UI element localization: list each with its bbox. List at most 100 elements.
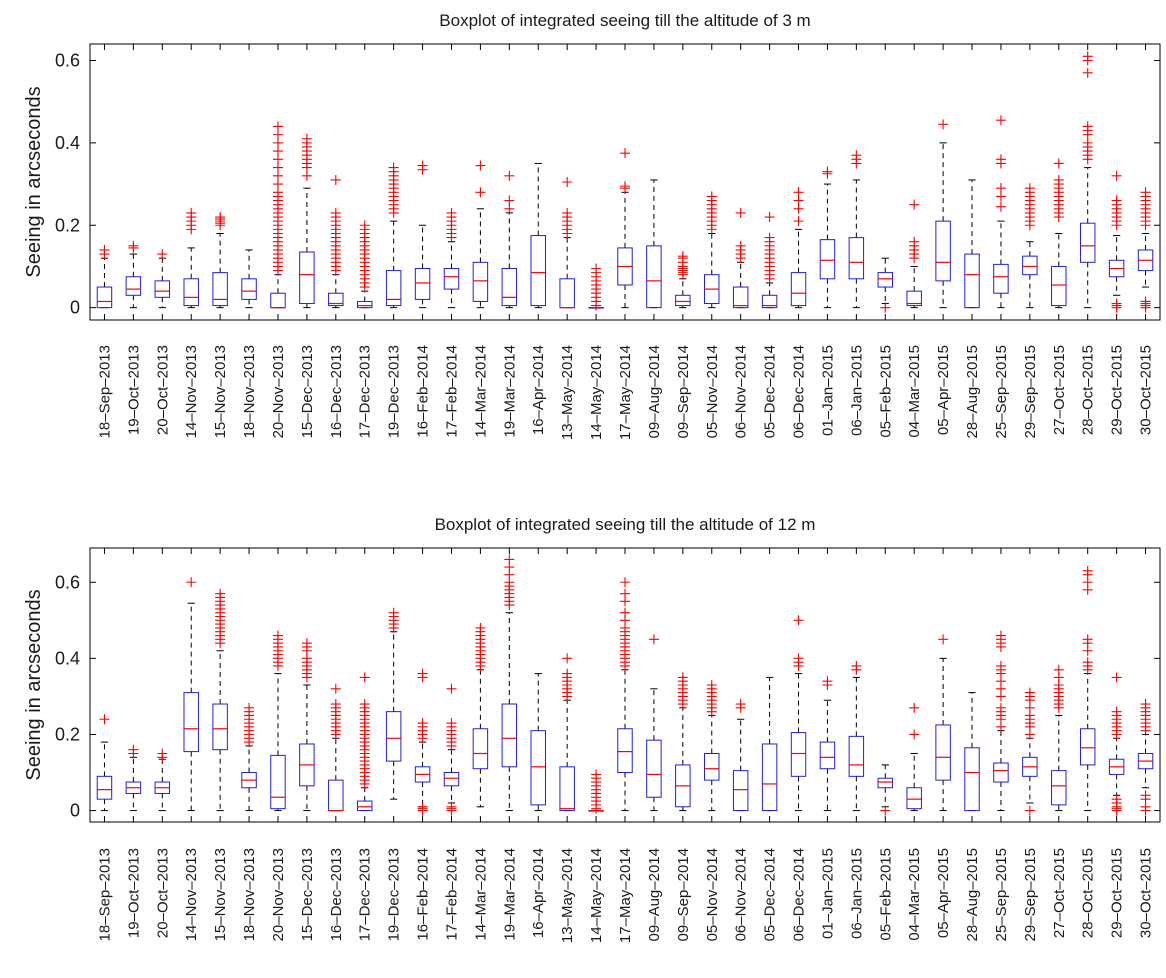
- outlier-marker: [446, 207, 457, 218]
- box-iqr: [443, 268, 460, 290]
- outlier-marker: [1024, 687, 1035, 698]
- box-iqr: [1051, 770, 1067, 806]
- box-iqr: [704, 753, 720, 781]
- outlier-marker: [1140, 187, 1151, 198]
- box-iqr: [964, 747, 980, 812]
- outlier-marker: [128, 240, 139, 251]
- outlier-marker: [562, 668, 573, 679]
- x-tick-label: 18–Sep–2013: [96, 345, 113, 438]
- outlier-marker: [620, 607, 630, 618]
- x-tick-label: 06–Jan–2015: [848, 345, 865, 436]
- x-tick-label: 29–Oct–2015: [1109, 345, 1126, 435]
- x-tick-label: 14–Mar–2014: [472, 848, 489, 941]
- x-tick-label: 09–Sep–2014: [675, 345, 692, 438]
- x-tick-label: 06–Jan–2015: [848, 848, 865, 939]
- box-14: [472, 160, 489, 309]
- x-tick-label: 05–Dec–2014: [762, 345, 779, 438]
- outlier-marker: [1111, 794, 1122, 805]
- x-tick-label: 14–Nov–2013: [183, 345, 200, 438]
- box-9: [328, 683, 344, 812]
- outlier-marker: [995, 660, 1006, 671]
- outlier-marker: [1111, 195, 1122, 206]
- box-iqr: [761, 294, 778, 309]
- box-33: [1022, 687, 1038, 816]
- outlier-marker: [909, 236, 920, 247]
- box-26: [819, 166, 836, 309]
- box-34: [1051, 664, 1067, 812]
- box-iqr: [935, 220, 951, 282]
- box-18: [588, 769, 604, 814]
- outlier-marker: [330, 699, 341, 710]
- box-iqr: [154, 280, 171, 298]
- box-31: [964, 179, 980, 309]
- box-iqr: [819, 239, 836, 280]
- outlier-marker: [475, 160, 486, 171]
- box-20: [646, 634, 662, 812]
- box-27: [848, 150, 865, 309]
- outlier-marker: [995, 183, 1006, 194]
- x-tick-label: 28–Oct–2015: [1080, 345, 1097, 435]
- x-tick-label: 16–Feb–2014: [415, 848, 432, 941]
- outlier-marker: [851, 660, 862, 671]
- box-37: [1137, 699, 1154, 816]
- outlier-marker: [764, 232, 775, 243]
- box-5: [212, 212, 228, 309]
- outlier-marker: [620, 588, 630, 599]
- box-iqr: [675, 294, 691, 307]
- outlier-marker: [1140, 296, 1151, 307]
- box-34: [1051, 158, 1067, 309]
- x-tick-label: 19–Oct–2013: [125, 345, 142, 435]
- box-36: [1108, 170, 1125, 313]
- outlier-marker: [822, 166, 833, 177]
- box-iqr: [385, 270, 402, 307]
- box-iqr: [1022, 255, 1038, 276]
- box-25: [790, 615, 807, 812]
- box-23: [732, 207, 749, 309]
- box-iqr: [848, 237, 865, 280]
- box-30: [935, 634, 951, 812]
- outlier-marker: [186, 207, 197, 218]
- box-30: [935, 119, 951, 309]
- box-iqr: [761, 743, 778, 812]
- box-28: [877, 257, 893, 313]
- box-2: [125, 744, 142, 812]
- box-10: [357, 672, 373, 812]
- x-tick-label: 01–Jan–2015: [819, 848, 836, 939]
- outlier-marker: [359, 699, 370, 710]
- x-tick-label: 17–Feb–2014: [443, 848, 460, 941]
- x-tick-label: 14–May–2014: [588, 345, 605, 440]
- x-tick-label: 28–Aug–2015: [964, 345, 981, 438]
- outlier-marker: [446, 801, 457, 812]
- box-iqr: [530, 730, 546, 806]
- x-tick-label: 16–Apr–2014: [530, 345, 547, 435]
- box-11: [385, 607, 402, 800]
- x-tick-label: 30–Oct–2015: [1138, 345, 1155, 435]
- x-tick-label: 20–Oct–2013: [154, 345, 171, 435]
- box-1: [96, 244, 113, 309]
- box-1: [96, 714, 113, 812]
- chart-panel-2: Boxplot of integrated seeing till the al…: [23, 515, 1161, 943]
- box-32: [993, 630, 1009, 812]
- outlier-marker: [215, 588, 226, 599]
- box-21: [675, 672, 691, 812]
- outlier-marker: [301, 133, 312, 144]
- box-iqr: [993, 762, 1009, 783]
- outlier-marker: [995, 201, 1006, 212]
- box-iqr: [183, 278, 199, 307]
- outlier-marker: [1140, 790, 1151, 801]
- y-tick-label: 0.4: [55, 133, 80, 153]
- box-14: [472, 622, 489, 808]
- x-tick-label: 20–Nov–2013: [270, 345, 287, 438]
- outlier-marker: [793, 216, 804, 227]
- outlier-marker: [475, 622, 486, 633]
- outlier-marker: [677, 251, 688, 262]
- box-iqr: [732, 770, 749, 812]
- box-4: [183, 207, 199, 309]
- y-tick-label: 0.2: [55, 724, 80, 744]
- box-35: [1079, 565, 1096, 812]
- x-tick-label: 29–Oct–2015: [1109, 848, 1126, 938]
- x-tick-label: 17–May–2014: [617, 848, 634, 943]
- outlier-marker: [215, 212, 226, 223]
- outlier-marker: [359, 672, 370, 683]
